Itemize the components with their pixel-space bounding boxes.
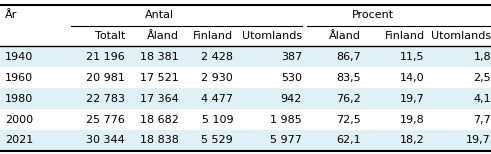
Text: 2 930: 2 930	[201, 73, 233, 83]
Text: 530: 530	[281, 73, 302, 83]
Text: 4,1: 4,1	[473, 94, 491, 104]
Text: Utomlands: Utomlands	[431, 31, 491, 41]
Text: 2,5: 2,5	[473, 73, 491, 83]
Text: 4 477: 4 477	[201, 94, 233, 104]
Text: Utomlands: Utomlands	[242, 31, 302, 41]
Text: 72,5: 72,5	[336, 115, 361, 125]
Text: 18 381: 18 381	[140, 52, 179, 62]
Text: 20 981: 20 981	[86, 73, 125, 83]
Text: 2000: 2000	[5, 115, 33, 125]
Text: 5 109: 5 109	[202, 115, 233, 125]
Text: Finland: Finland	[193, 31, 233, 41]
Text: 1,8: 1,8	[473, 52, 491, 62]
Text: 21 196: 21 196	[86, 52, 125, 62]
Text: 5 529: 5 529	[201, 136, 233, 146]
Text: 25 776: 25 776	[86, 115, 125, 125]
Bar	[0, 130, 491, 151]
Text: År: År	[5, 10, 17, 20]
Text: 76,2: 76,2	[336, 94, 361, 104]
Text: 19,8: 19,8	[400, 115, 425, 125]
Text: Åland: Åland	[147, 31, 179, 41]
Text: 942: 942	[280, 94, 302, 104]
Text: 83,5: 83,5	[336, 73, 361, 83]
Text: Procent: Procent	[352, 10, 394, 20]
Text: 5 977: 5 977	[270, 136, 302, 146]
Text: 22 783: 22 783	[86, 94, 125, 104]
Bar	[0, 88, 491, 109]
Text: Åland: Åland	[329, 31, 361, 41]
Text: 1940: 1940	[5, 52, 33, 62]
Text: 387: 387	[281, 52, 302, 62]
Text: 19,7: 19,7	[466, 136, 491, 146]
Bar	[0, 46, 491, 67]
Text: 1960: 1960	[5, 73, 33, 83]
Text: 1 985: 1 985	[270, 115, 302, 125]
Text: 1980: 1980	[5, 94, 33, 104]
Text: 62,1: 62,1	[336, 136, 361, 146]
Text: Antal: Antal	[145, 10, 174, 20]
Text: 30 344: 30 344	[86, 136, 125, 146]
Text: 18 682: 18 682	[140, 115, 179, 125]
Text: 7,7: 7,7	[473, 115, 491, 125]
Text: 2021: 2021	[5, 136, 33, 146]
Text: 11,5: 11,5	[400, 52, 425, 62]
Text: 18 838: 18 838	[140, 136, 179, 146]
Text: 19,7: 19,7	[400, 94, 425, 104]
Text: 14,0: 14,0	[400, 73, 425, 83]
Text: Finland: Finland	[384, 31, 425, 41]
Text: 2 428: 2 428	[201, 52, 233, 62]
Text: 18,2: 18,2	[400, 136, 425, 146]
Text: Totalt: Totalt	[95, 31, 125, 41]
Text: 17 364: 17 364	[140, 94, 179, 104]
Text: 17 521: 17 521	[140, 73, 179, 83]
Text: 86,7: 86,7	[336, 52, 361, 62]
